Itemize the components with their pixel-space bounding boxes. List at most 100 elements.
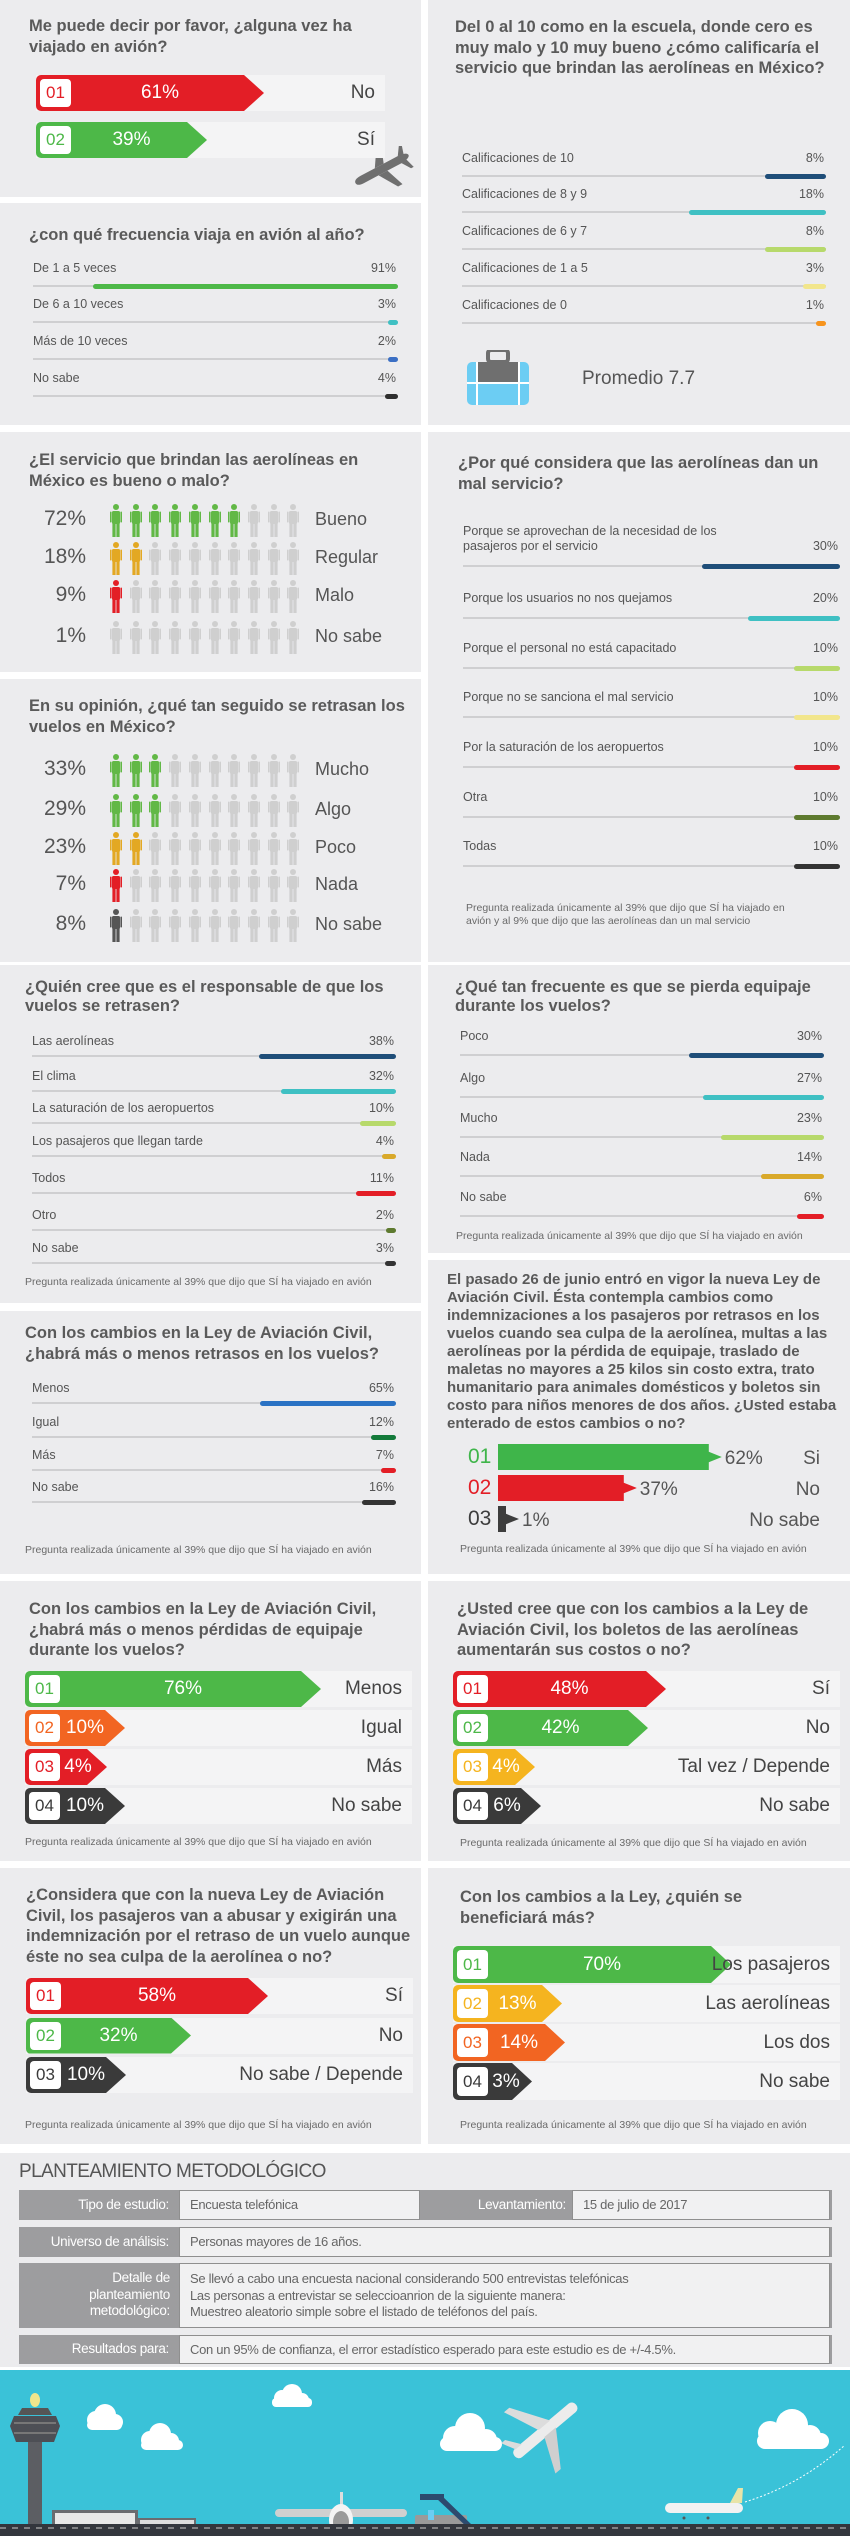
option-label: No [378,2024,403,2046]
person-icon [149,869,162,902]
row-track [463,617,840,619]
question-title: ¿Considera que con la nueva Ley de Aviac… [26,1886,411,1966]
option-label: Sí [357,129,375,150]
row-track [462,211,826,213]
person-icon [208,909,221,942]
person-icon [110,754,122,787]
row-track [33,395,398,397]
row-track [32,1436,396,1438]
universe-value: Personas mayores de 16 años. [179,2227,830,2257]
row-percent: 7% [375,1448,394,1462]
row-label: Otra [463,790,488,804]
row-percent: 23% [43,835,86,858]
person-icon [188,580,201,613]
footnote: Pregunta realizada únicamente al 39% que… [25,1276,372,1288]
option-row[interactable]: 01 48% Sí [453,1671,840,1707]
panel-lost-change: Con los cambios en la Ley de Aviación Ci… [0,1581,421,1861]
person-icon [188,794,201,827]
person-icon [228,580,241,613]
option-row[interactable]: 02 32% No [26,2017,413,2054]
option-row[interactable]: 01 61% No [36,75,385,111]
option-bar [498,1506,519,1532]
option-row[interactable]: 01 58% Sí [26,1978,413,2014]
row-track [32,1262,396,1264]
question-title: ¿El servicio que brindan las aerolíneas … [29,451,359,490]
option-percent: 13% [498,1993,537,2014]
option-row[interactable]: 02 42% No [453,1710,840,1746]
footnote: Pregunta realizada únicamente al 39% que… [25,2119,372,2131]
row-percent: 6% [803,1190,822,1204]
option-percent: 3% [492,2071,520,2092]
row-percent: 14% [796,1150,822,1164]
option-row[interactable]: 01 76% Menos [25,1671,412,1707]
study-type-value: Encuesta telefónica [179,2190,420,2220]
row-bar [360,1120,396,1126]
question-title: Con los cambios en la Ley de Aviación Ci… [25,1324,379,1363]
person-icon [208,580,221,613]
option-percent: 62% [724,1448,763,1469]
row-percent: 30% [812,539,838,553]
option-row[interactable]: 02 10% Igual [25,1710,412,1746]
person-icon [129,504,142,537]
row-percent: 2% [375,1208,394,1222]
person-icon [228,621,241,654]
option-row[interactable]: 04 10% No sabe [25,1788,412,1824]
row-bar [765,246,826,252]
row-label: Nada [315,874,359,894]
person-icon [149,754,162,787]
option-row[interactable]: 02 39% Sí [36,122,385,158]
row-label: La saturación de los aeropuertos [32,1101,215,1115]
row-bar [381,1467,396,1473]
person-icon [169,621,182,654]
terminal-building-icon [52,2510,196,2526]
person-icon [208,832,221,865]
row-label: Malo [315,585,355,605]
row-percent: 4% [377,371,396,385]
option-row[interactable]: 04 3% No sabe [453,2063,840,2100]
row-percent: 65% [368,1381,394,1395]
row-bar [816,320,826,326]
option-row[interactable]: 02 13% Las aerolíneas [453,1985,840,2022]
row-bar [381,1153,396,1159]
person-icon [110,504,122,537]
row-bar [765,173,826,179]
row-bar [259,1400,396,1406]
row-percent: 18% [798,187,824,201]
row-bar [720,1134,824,1140]
study-type-label: Tipo de estudio: [78,2197,169,2212]
footnote: Pregunta realizada únicamente al 39% que… [466,902,785,927]
option-row[interactable]: 03 4% Tal vez / Depende [453,1749,840,1785]
row-percent: 10% [812,740,838,754]
person-icon [228,504,241,537]
person-icon [267,909,280,942]
option-row[interactable]: 03 10% No sabe / Depende [26,2057,413,2093]
person-icon [188,542,201,575]
row-label: Porque el personal no está capacitado [463,641,677,655]
person-icon [247,621,260,654]
person-icon [149,580,162,613]
option-label: Si [803,1448,820,1469]
question-title: Me puede decir por favor, ¿alguna vez ha… [29,17,352,56]
option-number-badge: 01 [30,1982,61,2010]
row-percent: 32% [368,1069,394,1083]
row-bar [689,209,826,215]
row-percent: 29% [43,797,86,820]
option-bar [36,75,264,111]
row-percent: 1% [805,298,824,312]
person-icon [247,832,260,865]
panel-costs: ¿Usted cree que con los cambios a la Ley… [428,1581,850,1861]
option-row[interactable]: 01 70% Los pasajeros [453,1946,840,1983]
row-bar [794,814,840,820]
option-number-badge: 02 [29,1714,60,1742]
option-number-badge: 02 [457,1989,488,2018]
question-title: ¿Quién cree que es el responsable de que… [25,978,384,1015]
person-icon [129,909,142,942]
person-icon [247,794,260,827]
option-number-badge: 01 [457,1675,488,1703]
option-row[interactable]: 04 6% No sabe [453,1788,840,1824]
option-row[interactable]: 03 14% Los dos [453,2024,840,2061]
footnote: Pregunta realizada únicamente al 39% que… [460,1543,807,1555]
row-bar [388,356,398,362]
option-row[interactable]: 03 4% Más [25,1749,412,1785]
person-icon [129,794,142,827]
